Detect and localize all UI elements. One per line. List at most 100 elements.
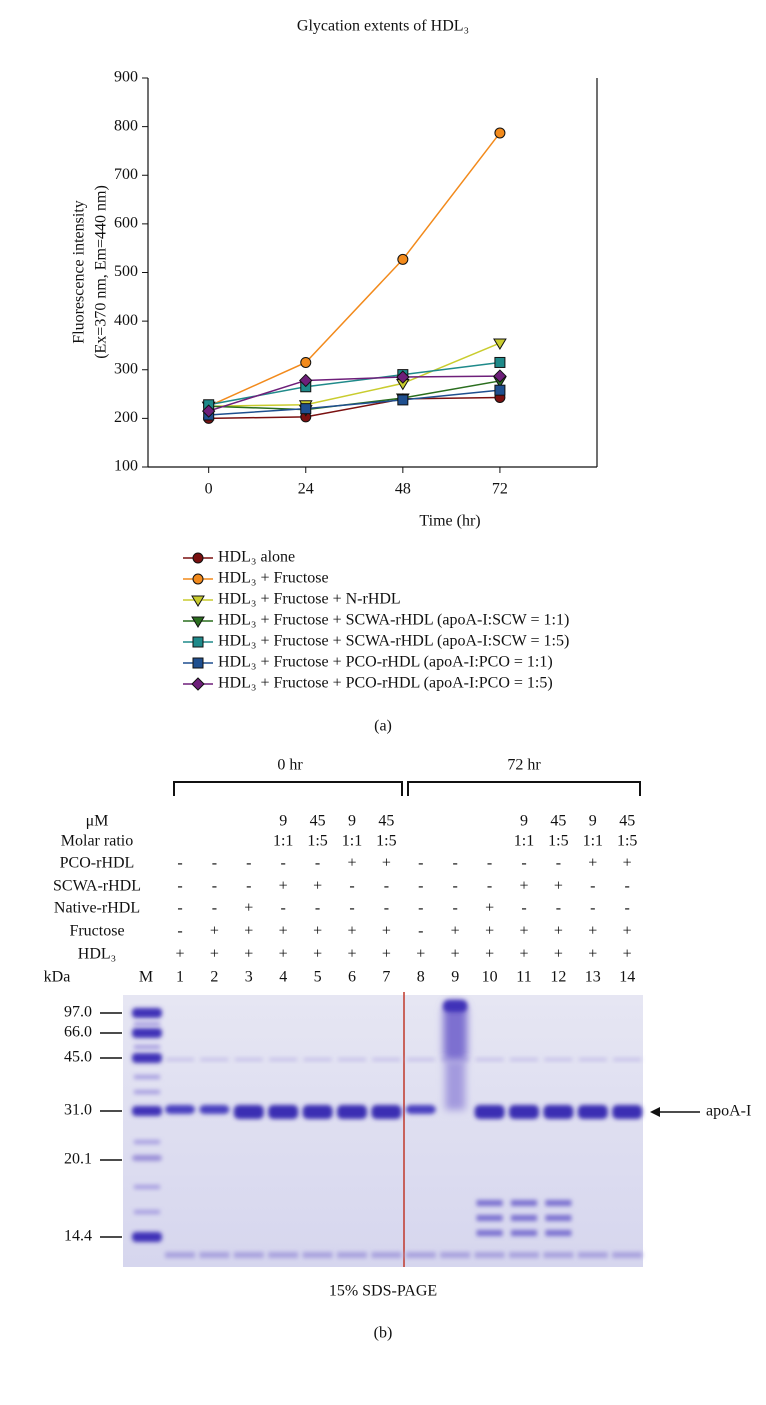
gel-band — [475, 1058, 504, 1061]
gel-band — [134, 1045, 160, 1049]
cell: + — [175, 946, 184, 963]
data-point — [494, 384, 506, 396]
marker-label: 45.0 — [64, 1049, 92, 1066]
cell: 1:1 — [583, 833, 603, 850]
legend-label: HDL₃ + Fructose + SCWA-rHDL (apoA-I:SCW … — [218, 612, 569, 629]
data-point — [397, 394, 409, 406]
x-axis-label: Time (hr) — [419, 513, 480, 530]
cell: - — [212, 855, 217, 872]
gel-band — [372, 1058, 401, 1061]
gel-band — [406, 1058, 435, 1061]
x-tick-label: 24 — [298, 481, 314, 498]
gel-band — [544, 1058, 573, 1061]
cell: + — [244, 900, 253, 917]
gel-background — [123, 995, 643, 1267]
cell: - — [521, 900, 526, 917]
gel-band — [302, 1252, 333, 1258]
cell: + — [244, 923, 253, 940]
y-tick-label: 800 — [114, 117, 138, 134]
cell: - — [281, 900, 286, 917]
cell: + — [347, 855, 356, 872]
cell: + — [588, 855, 597, 872]
x-tick-label: 72 — [492, 481, 508, 498]
row-label: μM — [86, 813, 109, 830]
series-line — [208, 132, 501, 407]
gel-band — [612, 1252, 643, 1258]
gel-band — [613, 1058, 642, 1061]
group-label: 0 hr — [277, 757, 303, 774]
cell: - — [590, 900, 595, 917]
data-point — [300, 403, 312, 415]
cell: + — [588, 923, 597, 940]
cell: - — [590, 878, 595, 895]
gel-band — [134, 1140, 160, 1144]
legend-marker — [192, 573, 204, 585]
data-point — [493, 338, 507, 350]
gel-band — [134, 1210, 160, 1214]
series-line — [208, 375, 500, 412]
x-tick-label: 0 — [205, 481, 213, 498]
lane-label: 5 — [314, 969, 322, 986]
gel-band — [476, 1215, 503, 1221]
cell: - — [487, 878, 492, 895]
gel-band — [134, 1022, 160, 1026]
data-point — [494, 356, 506, 368]
lane-label: 9 — [451, 969, 459, 986]
cell: + — [623, 923, 632, 940]
gel-band — [474, 1252, 505, 1258]
cell: - — [418, 923, 423, 940]
gel-band — [337, 1252, 367, 1258]
cell: + — [485, 946, 494, 963]
chart-title: Glycation extents of HDL₃ — [297, 18, 469, 35]
y-tick-label: 600 — [114, 215, 138, 232]
cell: - — [281, 855, 286, 872]
cell: + — [451, 923, 460, 940]
cell: + — [244, 946, 253, 963]
cell: - — [177, 923, 182, 940]
gel-band — [132, 1232, 162, 1242]
group-bracket — [173, 781, 641, 796]
cell: - — [315, 855, 320, 872]
row-label: HDL₃ — [78, 946, 116, 963]
cell: 9 — [348, 813, 356, 830]
gel-band — [443, 1002, 468, 1062]
cell: - — [453, 855, 458, 872]
cell: 45 — [310, 813, 326, 830]
y-tick-label: 900 — [114, 69, 138, 86]
data-point — [299, 373, 313, 388]
gel-band — [132, 1008, 162, 1018]
y-tick-label: 300 — [114, 360, 138, 377]
lane-label: 4 — [279, 969, 287, 986]
row-label: Native-rHDL — [54, 900, 140, 917]
lane-label: M — [139, 969, 153, 986]
gel-band — [545, 1215, 572, 1221]
gel-band — [474, 1105, 505, 1119]
cell: + — [210, 946, 219, 963]
cell: + — [210, 923, 219, 940]
arrow-head — [650, 1107, 660, 1117]
legend-label: HDL₃ + Fructose + SCWA-rHDL (apoA-I:SCW … — [218, 633, 569, 650]
lane-label: 12 — [550, 969, 566, 986]
gel-band — [269, 1058, 298, 1061]
cell: + — [347, 923, 356, 940]
gel-band — [200, 1058, 229, 1061]
gel-band — [612, 1105, 643, 1119]
cell: 1:5 — [376, 833, 396, 850]
cell: - — [246, 855, 251, 872]
gel-band — [233, 1252, 264, 1258]
cell: + — [382, 923, 391, 940]
cell: + — [313, 946, 322, 963]
cell: + — [623, 946, 632, 963]
cell: - — [625, 878, 630, 895]
cell: 1:1 — [273, 833, 293, 850]
gel-caption: 15% SDS-PAGE — [329, 1283, 437, 1300]
legend-label: HDL₃ + Fructose + PCO-rHDL (apoA-I:PCO =… — [218, 654, 553, 671]
gel-band — [578, 1058, 607, 1061]
y-axis-label: Fluorescence intensity — [71, 200, 88, 344]
x-tick-label: 48 — [395, 481, 411, 498]
lane-label: 2 — [210, 969, 218, 986]
cell: - — [384, 878, 389, 895]
cell: + — [485, 923, 494, 940]
y-tick-label: 100 — [114, 458, 138, 475]
